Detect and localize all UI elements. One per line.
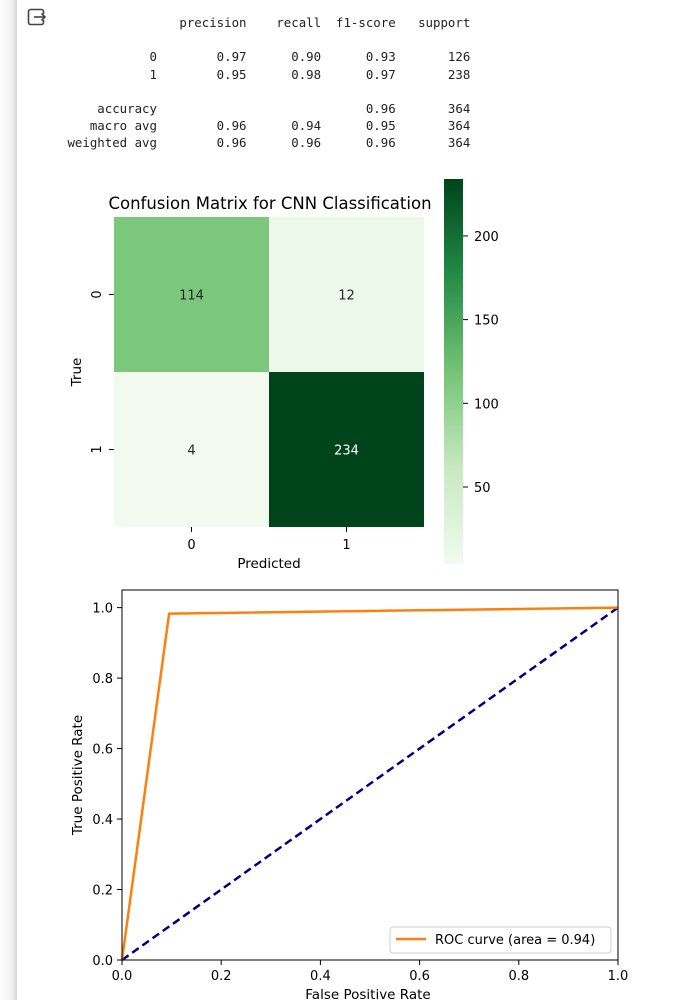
y-tick-label: 0.2 — [92, 884, 113, 899]
y-tick-label: 0.0 — [92, 954, 113, 969]
y-tick-label: 0 — [90, 290, 105, 298]
x-tick-label: 0.6 — [409, 969, 430, 984]
report-row: 1 0.95 0.98 0.97 238 — [149, 66, 471, 82]
heatmap-y-label: True — [69, 358, 85, 388]
colorbar-tick-label: 50 — [474, 481, 491, 496]
y-tick-label: 0.8 — [92, 672, 113, 687]
colorbar-tick-label: 150 — [474, 314, 499, 329]
y-tick-label: 0.4 — [92, 813, 113, 828]
roc-y-label: True Positive Rate — [70, 715, 86, 836]
heatmap-cell-value: 234 — [334, 444, 359, 459]
roc-curve-chart: 0.0 0.2 0.4 0.6 0.8 1.0 0.0 0.2 0.4 0.6 0.8 1.0 Fals… — [70, 589, 629, 1000]
y-tick-label: 1.0 — [92, 602, 113, 617]
classification-report: precision recall f1-score support 0 0.97… — [60, 14, 470, 152]
heatmap-x-label: Predicted — [237, 556, 300, 570]
heatmap-cell-value: 114 — [179, 289, 204, 304]
heatmap-cell — [269, 217, 424, 372]
report-average-row: weighted avg 0.96 0.96 0.96 364 — [67, 135, 471, 151]
plot-area — [122, 590, 618, 960]
report-accuracy-row: accuracy 0.96 364 — [97, 101, 471, 117]
colorbar — [444, 179, 463, 564]
x-tick-label: 1 — [342, 538, 350, 553]
cell-gutter — [0, 0, 17, 1000]
output-toggle-icon[interactable] — [27, 8, 47, 28]
plot-frame — [121, 589, 619, 961]
colorbar-tick-label: 100 — [474, 397, 499, 412]
confusion-matrix-chart: Confusion Matrix for CNN Classification 1… — [69, 179, 499, 570]
x-tick-label: 0.4 — [310, 969, 331, 984]
report-row: 0 0.97 0.90 0.93 126 — [149, 49, 471, 65]
heatmap-cell — [114, 372, 269, 527]
heatmap-cell — [114, 217, 269, 372]
x-tick-label: 0.8 — [508, 969, 529, 984]
legend-label: ROC curve (area = 0.94) — [435, 933, 595, 948]
report-average-row: macro avg 0.96 0.94 0.95 364 — [89, 118, 471, 134]
x-tick-label: 0.0 — [112, 969, 133, 984]
report-header: precision recall f1-score support — [179, 15, 471, 30]
y-tick-label: 1 — [90, 445, 105, 453]
x-tick-label: 0.2 — [211, 969, 232, 984]
heatmap-title: Confusion Matrix for CNN Classification — [108, 194, 431, 213]
roc-curve-line — [120, 606, 619, 961]
chance-line — [121, 606, 619, 962]
roc-legend: ROC curve (area = 0.94) — [389, 926, 612, 954]
x-tick-label: 1.0 — [608, 969, 629, 984]
heatmap-cell — [269, 372, 424, 527]
y-tick-label: 0.6 — [92, 743, 113, 758]
x-tick-label: 0 — [187, 538, 195, 553]
colorbar-tick-label: 200 — [474, 230, 499, 245]
heatmap-cell-value: 12 — [338, 289, 355, 304]
legend-box — [389, 926, 612, 954]
roc-x-label: False Positive Rate — [305, 987, 430, 1000]
heatmap-cell-value: 4 — [187, 444, 195, 459]
